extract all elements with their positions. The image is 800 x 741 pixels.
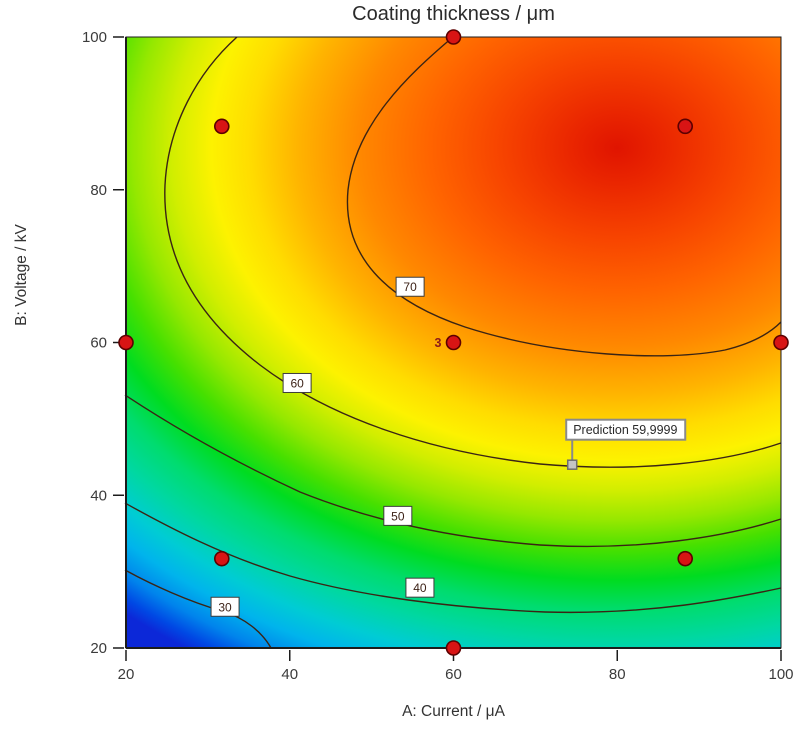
prediction-flag-box[interactable] xyxy=(565,418,687,441)
design-point[interactable] xyxy=(213,118,230,135)
contour-label: 50 xyxy=(391,509,405,523)
x-tick-label: 100 xyxy=(768,666,793,683)
chart-title: Coating thickness / μm xyxy=(352,3,555,25)
prediction-flag-text: Prediction 59,9999 xyxy=(573,423,677,437)
design-point[interactable] xyxy=(677,118,694,135)
contour-label-box xyxy=(395,276,425,297)
contour-label: 70 xyxy=(403,280,417,294)
x-tick-label: 60 xyxy=(445,666,462,683)
y-tick-label: 20 xyxy=(90,640,107,657)
contour-label-box xyxy=(383,505,413,526)
contour-label-box xyxy=(210,596,240,617)
contour-label-box xyxy=(405,577,435,598)
design-point[interactable] xyxy=(677,550,694,567)
contour-label: 60 xyxy=(290,376,304,390)
y-tick-label: 100 xyxy=(82,29,107,46)
x-axis-title: A: Current / μA xyxy=(402,703,505,720)
y-axis-title: B: Voltage / kV xyxy=(13,224,30,326)
design-point[interactable] xyxy=(445,640,462,656)
prediction-flag-anchor[interactable] xyxy=(566,459,578,470)
contour-label: 40 xyxy=(413,581,427,595)
design-point-count: 3 xyxy=(435,336,442,350)
contour-line-40 xyxy=(124,502,782,614)
x-tick-label: 40 xyxy=(281,666,298,683)
contour-label: 30 xyxy=(218,600,232,614)
x-tick-label: 20 xyxy=(118,666,135,683)
y-tick-label: 40 xyxy=(90,487,107,504)
y-tick-label: 60 xyxy=(90,335,107,352)
contour-label-box xyxy=(282,372,312,393)
x-tick-label: 80 xyxy=(609,666,626,683)
design-point[interactable] xyxy=(773,334,789,351)
y-tick-label: 80 xyxy=(90,182,107,199)
contour-line-60 xyxy=(164,36,782,468)
contour-line-70 xyxy=(346,36,782,357)
design-point[interactable] xyxy=(445,334,462,351)
contour-line-50 xyxy=(124,394,782,548)
design-point[interactable] xyxy=(213,550,230,567)
contour-lines xyxy=(124,36,782,649)
design-point[interactable] xyxy=(118,334,134,351)
design-point[interactable] xyxy=(445,29,462,45)
